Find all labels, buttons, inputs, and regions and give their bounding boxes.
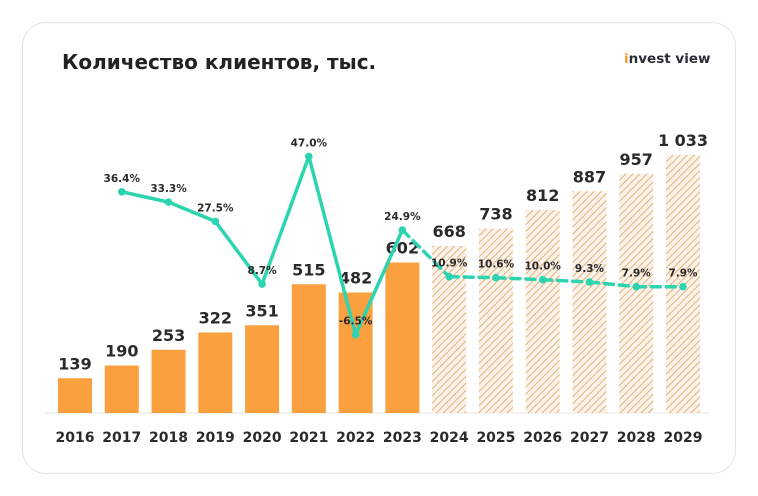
growth-label-2023: 24.9% xyxy=(384,211,421,223)
growth-point-2019 xyxy=(211,217,220,226)
growth-label-2022: -6.5% xyxy=(339,316,373,328)
bar-value-label-2024: 668 xyxy=(432,222,465,241)
x-tick-label-2023: 2023 xyxy=(383,430,422,446)
bar-value-label-2019: 322 xyxy=(199,309,232,328)
growth-point-2028 xyxy=(632,282,641,291)
bar-2016 xyxy=(58,378,92,413)
growth-label-2028: 7.9% xyxy=(622,268,652,280)
bar-value-label-2020: 351 xyxy=(245,301,278,320)
bar-value-label-2026: 812 xyxy=(526,186,559,205)
x-tick-label-2016: 2016 xyxy=(56,430,95,446)
growth-line-segment-2019 xyxy=(213,219,264,286)
growth-point-2017 xyxy=(117,187,126,196)
growth-point-2026 xyxy=(538,275,547,284)
bar-2021 xyxy=(291,284,326,413)
bar-value-label-2029: 1 033 xyxy=(658,131,708,150)
bar-2024 xyxy=(432,246,467,413)
growth-label-2018: 33.3% xyxy=(150,183,187,195)
growth-label-2020: 8.7% xyxy=(248,265,278,277)
growth-label-2025: 10.6% xyxy=(478,259,515,271)
x-tick-label-2025: 2025 xyxy=(476,430,515,446)
growth-label-2027: 9.3% xyxy=(575,263,605,275)
bar-value-label-2025: 738 xyxy=(479,205,512,224)
bar-value-label-2021: 515 xyxy=(292,260,325,279)
x-tick-label-2020: 2020 xyxy=(243,430,282,446)
growth-label-2029: 7.9% xyxy=(668,268,698,280)
growth-line-segment-2023 xyxy=(400,228,451,279)
growth-point-2029 xyxy=(679,282,687,291)
bar-value-label-2018: 253 xyxy=(152,326,185,345)
growth-point-2027 xyxy=(585,278,594,286)
bar-value-label-2022: 482 xyxy=(339,269,372,288)
growth-point-2018 xyxy=(164,198,173,206)
growth-line-segment-2017 xyxy=(120,190,171,204)
growth-label-2021: 47.0% xyxy=(291,137,328,149)
growth-point-2023 xyxy=(398,226,407,234)
growth-line-segment-2020 xyxy=(260,154,311,286)
growth-label-2026: 10.0% xyxy=(524,261,561,273)
growth-label-2019: 27.5% xyxy=(197,202,234,214)
bar-value-label-2027: 887 xyxy=(573,167,606,186)
bar-2027 xyxy=(572,191,607,413)
bar-2026 xyxy=(525,210,560,413)
bar-value-label-2016: 139 xyxy=(58,354,91,373)
growth-line-segment-2021 xyxy=(307,154,358,337)
growth-point-2021 xyxy=(305,152,313,161)
growth-label-2024: 10.9% xyxy=(431,258,468,270)
x-tick-label-2024: 2024 xyxy=(430,430,469,446)
x-tick-label-2027: 2027 xyxy=(570,430,609,446)
x-tick-label-2028: 2028 xyxy=(617,430,656,446)
growth-line-segment-2024 xyxy=(447,274,498,280)
bar-2019 xyxy=(198,332,233,413)
bar-2017 xyxy=(104,365,139,413)
x-tick-label-2026: 2026 xyxy=(523,430,562,446)
invest-view-logo: invest view xyxy=(624,51,711,67)
bar-2018 xyxy=(151,349,186,413)
x-tick-label-2021: 2021 xyxy=(289,430,328,446)
bar-2023 xyxy=(385,262,420,413)
x-tick-label-2018: 2018 xyxy=(149,430,188,446)
x-tick-label-2022: 2022 xyxy=(336,430,375,446)
bar-2025 xyxy=(478,228,513,413)
x-tick-label-2019: 2019 xyxy=(196,430,235,446)
growth-line-segment-2022 xyxy=(353,228,405,337)
growth-point-2024 xyxy=(445,272,453,281)
growth-line-segment-2018 xyxy=(166,200,218,224)
growth-line-segment-2026 xyxy=(540,277,592,284)
bar-2020 xyxy=(245,325,280,413)
growth-label-2017: 36.4% xyxy=(104,173,141,185)
bar-2028 xyxy=(619,173,654,413)
bar-value-label-2028: 957 xyxy=(620,150,653,169)
growth-line-segment-2025 xyxy=(494,275,545,282)
growth-point-2025 xyxy=(492,273,500,282)
chart-title: Количество клиентов, тыс. xyxy=(62,50,377,74)
x-tick-label-2029: 2029 xyxy=(664,430,703,446)
growth-line-segment-2027 xyxy=(587,280,638,289)
growth-point-2022 xyxy=(351,330,360,339)
bar-value-label-2017: 190 xyxy=(105,342,138,361)
x-tick-label-2017: 2017 xyxy=(102,430,141,446)
chart-card xyxy=(22,22,736,474)
growth-point-2020 xyxy=(258,280,266,288)
